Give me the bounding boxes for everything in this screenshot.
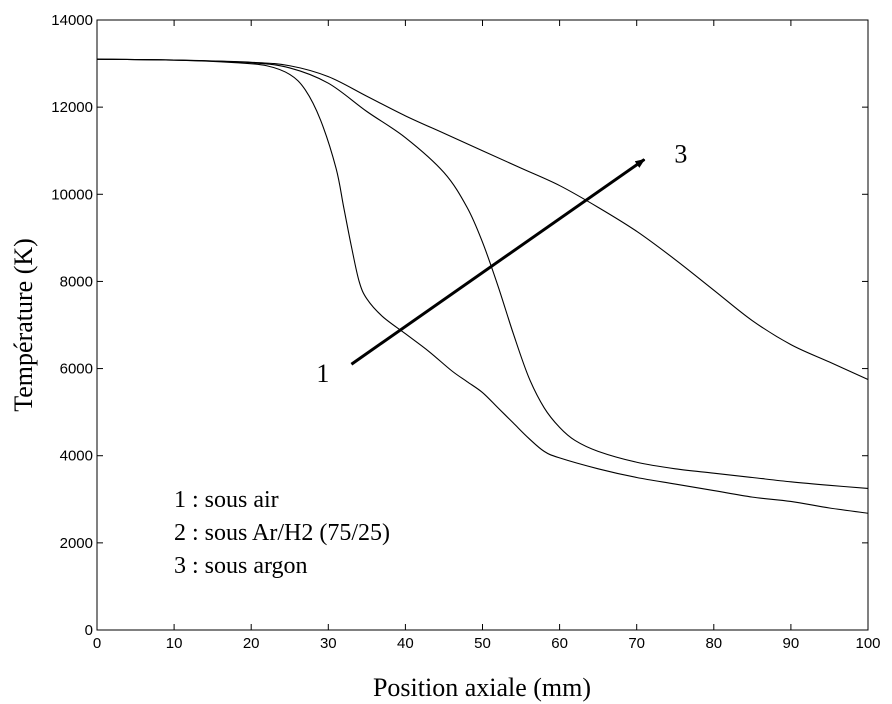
arrow-end-label: 3 [674,139,687,168]
x-tick-label: 0 [93,635,101,652]
y-tick-label: 6000 [60,361,93,378]
y-axis-title: Température (K) [9,238,38,412]
x-tick-label: 80 [705,635,722,652]
y-tick-label: 2000 [60,535,93,552]
x-tick-label: 50 [474,635,491,652]
x-tick-label: 70 [628,635,645,652]
legend-entry-1: 1 : sous air [174,487,279,513]
y-tick-label: 14000 [51,12,93,29]
trend-arrow [350,158,646,366]
y-tick-label: 10000 [51,186,93,203]
x-tick-label: 20 [243,635,260,652]
x-tick-label: 100 [855,635,880,652]
x-tick-label: 60 [551,635,568,652]
legend-entry-3: 3 : sous argon [174,553,308,579]
series-line-3 [96,58,869,380]
arrow-group: 1 3 [316,139,687,388]
series-line-2 [96,58,869,489]
legend: 1 : sous air 2 : sous Ar/H2 (75/25) 3 : … [174,487,390,579]
legend-entry-2: 2 : sous Ar/H2 (75/25) [174,520,390,546]
x-axis-title: Position axiale (mm) [373,673,591,702]
axis-ticks: 0 10 20 30 40 50 60 70 80 90 100 0 2000 4000 6000 8000 1… [51,12,880,652]
y-tick-label: 0 [85,622,93,639]
x-tick-label: 30 [320,635,337,652]
series-lines [96,58,869,514]
x-tick-label: 10 [166,635,183,652]
y-tick-label: 8000 [60,273,93,290]
x-tick-label: 90 [783,635,800,652]
y-tick-label: 4000 [60,448,93,465]
arrow-start-label: 1 [316,359,329,388]
y-tick-label: 12000 [51,99,93,116]
series-line-1 [96,58,869,514]
x-tick-label: 40 [397,635,414,652]
